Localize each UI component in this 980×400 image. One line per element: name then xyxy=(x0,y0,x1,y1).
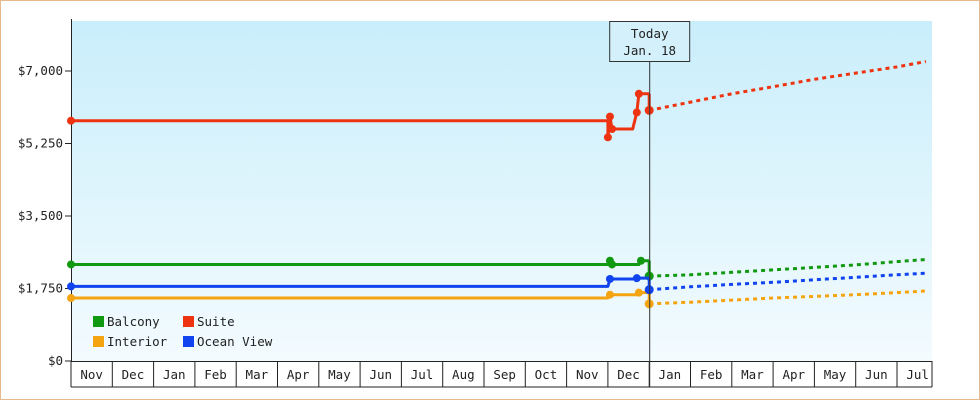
x-tick-label: Jun xyxy=(865,367,888,382)
x-tick-label: Jan xyxy=(659,367,682,382)
interior-point xyxy=(634,288,643,297)
suite-history-line xyxy=(71,92,650,139)
legend-label-ocean-view: Ocean View xyxy=(197,334,273,349)
legend-swatch-interior xyxy=(93,336,104,347)
x-tick-label: May xyxy=(328,367,351,382)
x-tick-label: Jan xyxy=(163,367,186,382)
x-tick-label: Sep xyxy=(493,367,516,382)
y-axis: $0 $1,750 $3,500 $5,250 $7,000 xyxy=(18,19,72,368)
suite-point xyxy=(634,89,643,98)
today-marker: Today Jan. 18 xyxy=(609,21,691,387)
series-interior xyxy=(67,288,926,309)
legend-label-suite: Suite xyxy=(197,314,235,329)
ocean-view-point xyxy=(605,274,614,283)
legend-swatch-ocean-view xyxy=(183,336,194,347)
x-tick-label: Nov xyxy=(576,367,599,382)
balcony-point xyxy=(636,256,645,265)
legend-label-balcony: Balcony xyxy=(107,314,160,329)
balcony-forecast-line xyxy=(649,258,927,278)
legend-label-interior: Interior xyxy=(107,334,168,349)
x-tick-label: Jul xyxy=(411,367,434,382)
balcony-point xyxy=(67,260,75,269)
legend-swatch-suite xyxy=(183,316,194,327)
x-tick-label: Apr xyxy=(287,367,310,382)
suite-point xyxy=(632,108,641,117)
x-tick-label: May xyxy=(824,367,847,382)
suite-point xyxy=(608,125,617,133)
x-tick-label: Jun xyxy=(369,367,392,382)
x-axis: Nov Dec Jan Feb Mar Apr May Jun Jul Aug Sep Oct Nov D… xyxy=(70,361,933,388)
x-tick-label: Jul xyxy=(906,367,929,382)
interior-forecast-line xyxy=(649,289,926,306)
series-ocean-view xyxy=(67,271,926,295)
legend: Balcony Suite Interior Ocean View xyxy=(93,314,273,349)
y-tick-label: $0 xyxy=(48,353,63,368)
x-tick-label: Mar xyxy=(741,367,764,382)
plot-background xyxy=(72,21,932,361)
today-box xyxy=(609,21,691,62)
x-tick-label: Apr xyxy=(782,367,805,382)
series-suite xyxy=(67,60,927,142)
y-tick-label: $5,250 xyxy=(18,136,63,151)
y-tick-label: $1,750 xyxy=(18,281,63,296)
today-date: Jan. 18 xyxy=(623,43,676,58)
x-tick-label: Feb xyxy=(204,367,227,382)
balcony-point xyxy=(608,260,617,269)
x-tick-label: Mar xyxy=(246,367,269,382)
ocean-view-point xyxy=(67,282,75,291)
interior-point xyxy=(67,294,75,303)
series-lines xyxy=(67,60,927,309)
y-tick-label: $3,500 xyxy=(18,208,63,223)
x-tick-label: Feb xyxy=(700,367,723,382)
suite-point xyxy=(67,116,75,125)
legend-swatch-balcony xyxy=(93,316,104,327)
today-label: Today xyxy=(631,26,669,41)
ocean-view-forecast-line xyxy=(649,271,926,292)
x-tick-label: Dec xyxy=(122,367,145,382)
suite-point xyxy=(603,133,612,142)
x-tick-label: Aug xyxy=(452,367,475,382)
suite-forecast-line xyxy=(648,60,927,112)
x-tick-label: Nov xyxy=(80,367,103,382)
interior-point xyxy=(605,290,614,299)
y-tick-label: $7,000 xyxy=(18,63,63,78)
ocean-view-point xyxy=(632,274,641,283)
x-tick-label: Oct xyxy=(535,367,558,382)
suite-point xyxy=(605,112,614,121)
x-tick-label: Dec xyxy=(617,367,640,382)
